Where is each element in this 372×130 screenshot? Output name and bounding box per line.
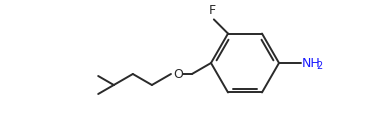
Text: F: F (208, 4, 215, 17)
Text: O: O (173, 67, 183, 80)
Text: 2: 2 (316, 61, 322, 71)
Text: NH: NH (302, 57, 321, 70)
